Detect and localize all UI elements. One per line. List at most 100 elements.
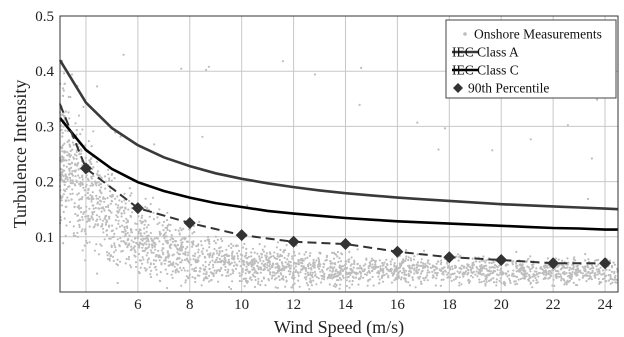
measurement-point bbox=[245, 251, 248, 255]
measurement-point bbox=[611, 278, 614, 281]
measurement-point bbox=[400, 262, 403, 265]
measurement-point bbox=[576, 264, 580, 267]
measurement-point bbox=[215, 258, 218, 261]
measurement-point bbox=[250, 255, 253, 258]
measurement-point bbox=[228, 262, 231, 265]
measurement-point bbox=[99, 218, 102, 221]
measurement-point bbox=[489, 270, 493, 273]
measurement-point bbox=[333, 266, 336, 269]
measurement-point bbox=[146, 247, 149, 250]
measurement-point bbox=[92, 130, 95, 133]
measurement-point bbox=[518, 263, 521, 266]
measurement-point bbox=[155, 259, 158, 262]
measurement-point bbox=[185, 240, 188, 243]
measurement-point bbox=[408, 284, 412, 287]
measurement-point bbox=[368, 261, 371, 264]
measurement-point bbox=[329, 265, 332, 268]
measurement-point bbox=[166, 228, 169, 231]
measurement-point bbox=[408, 274, 411, 277]
measurement-point bbox=[180, 243, 183, 246]
measurement-point bbox=[256, 252, 259, 255]
measurement-point bbox=[257, 261, 260, 264]
measurement-point bbox=[201, 252, 204, 255]
measurement-point bbox=[141, 239, 144, 242]
measurement-point bbox=[492, 281, 496, 284]
measurement-point bbox=[71, 192, 74, 195]
measurement-point bbox=[191, 232, 194, 235]
measurement-point bbox=[149, 249, 152, 252]
measurement-point bbox=[71, 148, 74, 151]
measurement-point bbox=[341, 269, 344, 273]
measurement-point bbox=[163, 235, 166, 238]
measurement-point bbox=[162, 220, 166, 223]
measurement-point bbox=[181, 259, 184, 262]
measurement-point bbox=[545, 266, 548, 269]
measurement-point bbox=[275, 277, 278, 280]
measurement-point bbox=[351, 271, 354, 274]
measurement-point bbox=[297, 259, 300, 262]
measurement-point bbox=[319, 270, 322, 273]
measurement-point bbox=[239, 265, 242, 268]
measurement-point bbox=[89, 184, 92, 187]
measurement-point bbox=[312, 279, 315, 282]
measurement-point bbox=[107, 204, 110, 207]
measurement-point bbox=[208, 267, 211, 270]
measurement-point bbox=[590, 278, 593, 281]
measurement-point bbox=[103, 238, 106, 241]
measurement-point bbox=[91, 213, 94, 216]
measurement-point bbox=[243, 285, 246, 288]
measurement-point bbox=[220, 274, 223, 277]
measurement-point bbox=[385, 272, 388, 275]
measurement-point bbox=[71, 141, 74, 144]
measurement-point bbox=[162, 243, 165, 246]
measurement-point bbox=[535, 270, 538, 273]
measurement-point bbox=[240, 258, 243, 261]
measurement-point bbox=[62, 87, 65, 90]
measurement-point bbox=[514, 283, 517, 286]
measurement-point bbox=[478, 278, 481, 281]
measurement-point bbox=[613, 263, 617, 266]
measurement-point bbox=[303, 253, 306, 256]
measurement-point bbox=[443, 127, 447, 130]
measurement-point bbox=[137, 230, 140, 233]
measurement-point bbox=[526, 272, 529, 275]
measurement-point bbox=[251, 258, 254, 261]
measurement-point bbox=[188, 273, 191, 276]
measurement-point bbox=[79, 206, 83, 210]
measurement-point bbox=[139, 219, 142, 222]
measurement-point bbox=[95, 243, 98, 246]
measurement-point bbox=[462, 275, 465, 278]
measurement-point bbox=[275, 272, 278, 275]
measurement-point bbox=[436, 272, 439, 275]
measurement-point bbox=[145, 243, 148, 246]
measurement-point bbox=[422, 249, 426, 252]
measurement-point bbox=[90, 197, 93, 200]
measurement-point bbox=[278, 258, 281, 262]
measurement-point bbox=[525, 260, 528, 264]
measurement-point bbox=[133, 254, 136, 257]
measurement-point bbox=[257, 277, 260, 280]
measurement-point bbox=[403, 273, 406, 276]
measurement-point bbox=[417, 276, 420, 279]
measurement-point bbox=[194, 280, 197, 284]
measurement-point bbox=[105, 251, 109, 254]
measurement-point bbox=[68, 117, 71, 120]
measurement-point bbox=[467, 279, 470, 282]
measurement-point bbox=[335, 284, 338, 287]
measurement-point bbox=[512, 272, 515, 275]
measurement-point bbox=[461, 273, 464, 276]
measurement-point bbox=[105, 229, 108, 232]
measurement-point bbox=[572, 258, 575, 261]
measurement-point bbox=[360, 66, 363, 69]
measurement-point bbox=[116, 238, 119, 241]
measurement-point bbox=[492, 261, 495, 264]
measurement-point bbox=[372, 265, 375, 268]
measurement-point bbox=[63, 142, 66, 145]
series-line bbox=[58, 59, 619, 211]
measurement-point bbox=[88, 207, 91, 210]
series-lines bbox=[58, 59, 619, 265]
measurement-point bbox=[85, 176, 88, 179]
measurement-point bbox=[62, 156, 65, 159]
measurement-point bbox=[62, 125, 65, 128]
